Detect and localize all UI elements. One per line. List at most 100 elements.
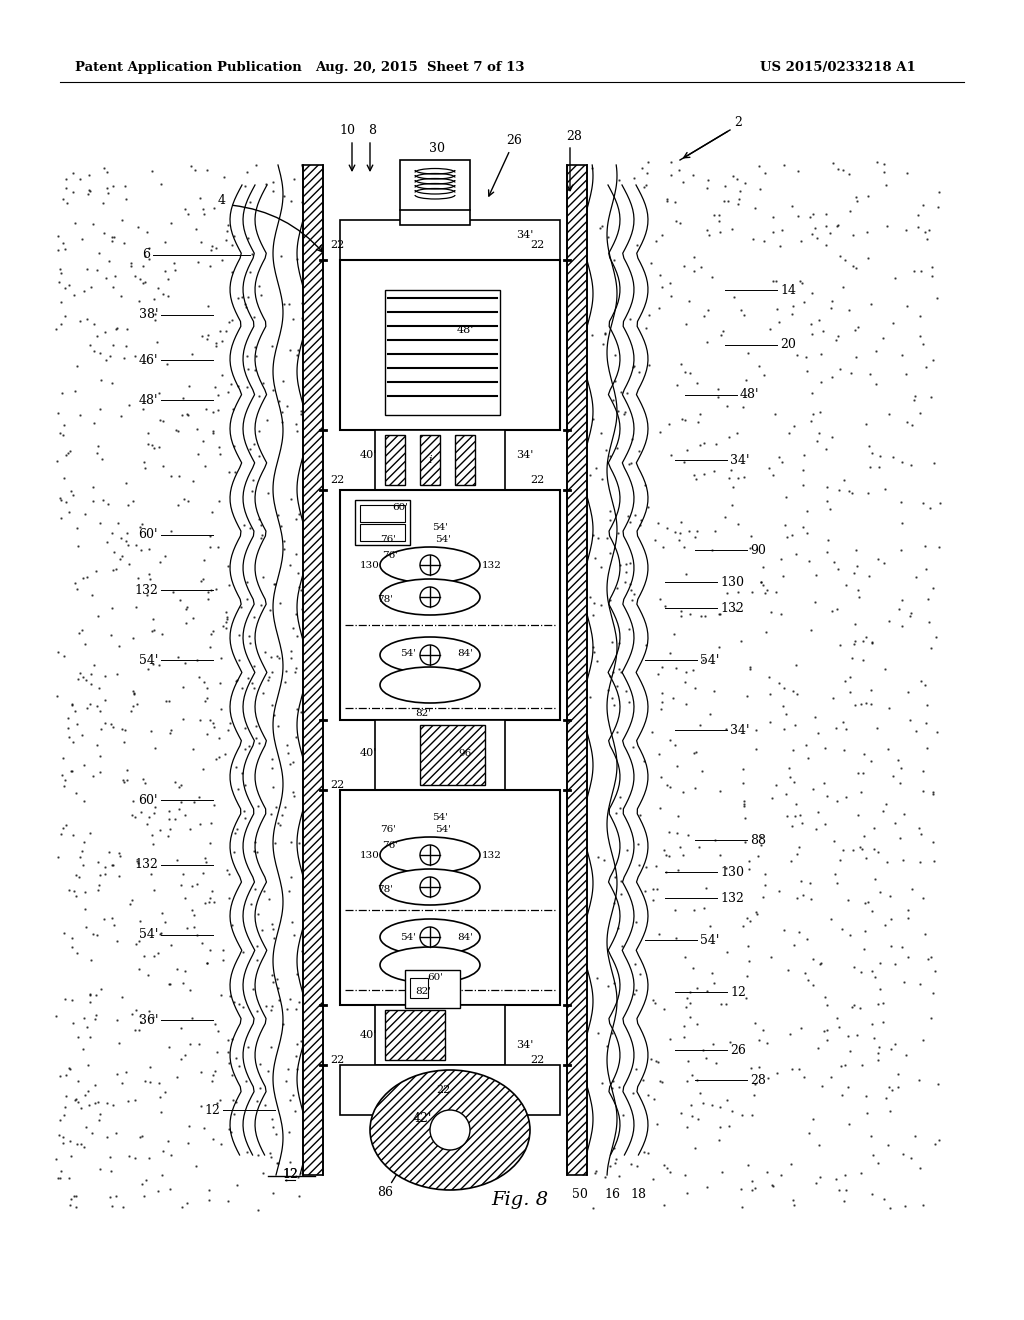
Text: 34': 34'	[730, 454, 750, 466]
Bar	[420, 436, 440, 484]
Bar	[375, 719, 505, 789]
Text: 54': 54'	[138, 928, 158, 941]
Text: 130: 130	[360, 561, 380, 569]
Text: 40': 40'	[359, 748, 377, 758]
Text: US 2015/0233218 A1: US 2015/0233218 A1	[760, 62, 915, 74]
Text: 38': 38'	[138, 309, 158, 322]
Bar	[406, 970, 460, 1008]
Text: 12: 12	[282, 1168, 298, 1181]
Text: 22: 22	[529, 1055, 544, 1065]
Bar	[360, 506, 406, 521]
Text: 84': 84'	[457, 648, 473, 657]
Text: 76': 76'	[380, 536, 396, 544]
Ellipse shape	[370, 1071, 530, 1191]
Text: 82': 82'	[415, 709, 431, 718]
Bar	[375, 430, 505, 490]
Text: 26: 26	[506, 133, 522, 147]
Text: 54': 54'	[138, 653, 158, 667]
Text: 26: 26	[730, 1044, 745, 1056]
Text: 86: 86	[377, 1185, 393, 1199]
Bar	[400, 160, 470, 224]
Circle shape	[420, 645, 440, 665]
Bar	[420, 725, 485, 785]
Text: 4: 4	[218, 194, 226, 206]
Bar	[340, 260, 560, 430]
Text: 22: 22	[330, 240, 344, 249]
Text: 34': 34'	[516, 230, 534, 240]
Text: 6: 6	[142, 248, 150, 261]
Text: 60': 60'	[138, 793, 158, 807]
Text: 12: 12	[730, 986, 745, 998]
Text: 54': 54'	[400, 648, 416, 657]
Ellipse shape	[380, 546, 480, 583]
Text: 130: 130	[360, 850, 380, 859]
Text: 48': 48'	[138, 393, 158, 407]
Text: 50: 50	[572, 1188, 588, 1201]
Text: 78': 78'	[377, 886, 393, 895]
Text: 88: 88	[750, 833, 766, 846]
Text: 82': 82'	[415, 987, 431, 997]
Text: 132: 132	[720, 891, 743, 904]
Bar	[385, 1010, 445, 1060]
Text: 96: 96	[459, 750, 472, 759]
Text: 60': 60'	[392, 503, 408, 511]
Text: 30: 30	[429, 141, 445, 154]
Text: 22: 22	[330, 475, 344, 484]
Text: 20: 20	[780, 338, 796, 351]
Text: 76': 76'	[380, 825, 396, 834]
Text: 14: 14	[780, 284, 796, 297]
Text: 28: 28	[566, 129, 582, 143]
Bar	[340, 1065, 560, 1115]
Circle shape	[420, 927, 440, 946]
Text: 8: 8	[368, 124, 376, 136]
Text: 28: 28	[750, 1073, 766, 1086]
Text: Aug. 20, 2015  Sheet 7 of 13: Aug. 20, 2015 Sheet 7 of 13	[315, 62, 524, 74]
Circle shape	[420, 876, 440, 898]
Circle shape	[430, 1110, 470, 1150]
Text: 130: 130	[720, 866, 744, 879]
Text: 132: 132	[134, 858, 158, 871]
Bar	[410, 978, 428, 998]
Text: 130: 130	[720, 576, 744, 589]
Bar	[303, 165, 323, 1175]
Text: 54': 54'	[435, 825, 451, 834]
Text: 40': 40'	[359, 450, 377, 459]
Text: 60': 60'	[427, 974, 443, 982]
Bar	[455, 436, 475, 484]
Circle shape	[420, 587, 440, 607]
Bar	[340, 789, 560, 1005]
Ellipse shape	[380, 579, 480, 615]
Bar	[360, 524, 406, 541]
Bar	[567, 165, 587, 1175]
Text: 132: 132	[482, 850, 502, 859]
Ellipse shape	[380, 919, 480, 954]
Text: 22: 22	[436, 1085, 451, 1096]
Text: 22: 22	[330, 1055, 344, 1065]
Text: 54': 54'	[432, 813, 449, 821]
Text: 132: 132	[482, 561, 502, 569]
Text: 22: 22	[529, 475, 544, 484]
Bar	[385, 290, 500, 414]
Text: 48': 48'	[457, 325, 474, 335]
Text: 54': 54'	[700, 653, 720, 667]
Text: 54': 54'	[432, 523, 449, 532]
Text: 18: 18	[630, 1188, 646, 1201]
Text: 132: 132	[720, 602, 743, 615]
Ellipse shape	[380, 638, 480, 673]
Bar	[385, 436, 406, 484]
Text: 2: 2	[734, 116, 742, 128]
Circle shape	[420, 845, 440, 865]
Text: 84': 84'	[457, 932, 473, 941]
Text: 48': 48'	[740, 388, 760, 401]
Text: 34': 34'	[516, 1040, 534, 1049]
Text: 12: 12	[282, 1168, 298, 1181]
Text: 34': 34'	[730, 723, 750, 737]
Text: 60': 60'	[138, 528, 158, 541]
Text: 54': 54'	[435, 536, 451, 544]
Bar	[355, 500, 410, 545]
Text: 42': 42'	[413, 1111, 432, 1125]
Text: 76': 76'	[382, 841, 398, 850]
Bar	[340, 490, 560, 719]
Text: 78': 78'	[377, 595, 393, 605]
Text: 90: 90	[750, 544, 766, 557]
